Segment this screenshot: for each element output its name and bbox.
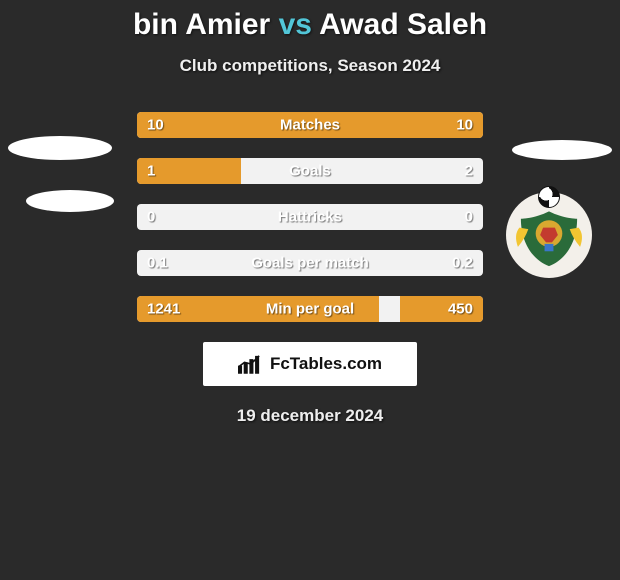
stat-label: Goals per match <box>251 255 369 272</box>
stat-value-right: 450 <box>448 301 473 318</box>
stat-value-left: 1241 <box>147 301 180 318</box>
date: 19 december 2024 <box>0 406 620 426</box>
stat-bars: Matches 10 10 Goals 1 2 Hattricks 0 0 Goals per m… <box>137 112 483 322</box>
watermark: FcTables.com <box>203 342 417 386</box>
stat-value-left: 0.1 <box>147 255 168 272</box>
player1-name: bin Amier <box>133 8 270 41</box>
club-badge <box>506 192 592 278</box>
stat-row: Min per goal 1241 450 <box>137 296 483 322</box>
stat-value-right: 10 <box>456 117 473 134</box>
vs-text: vs <box>270 8 319 41</box>
stat-label: Matches <box>280 117 340 134</box>
page-title: bin Amier vs Awad Saleh <box>0 0 620 42</box>
stat-row: Hattricks 0 0 <box>137 204 483 230</box>
stat-label: Min per goal <box>266 301 354 318</box>
player2-name: Awad Saleh <box>319 8 487 41</box>
stat-value-left: 10 <box>147 117 164 134</box>
stat-value-left: 0 <box>147 209 155 226</box>
stat-row: Goals per match 0.1 0.2 <box>137 250 483 276</box>
stat-row: Matches 10 10 <box>137 112 483 138</box>
stat-value-left: 1 <box>147 163 155 180</box>
stat-value-right: 2 <box>465 163 473 180</box>
decor-left-ellipse <box>26 190 114 212</box>
watermark-text: FcTables.com <box>270 354 382 374</box>
stat-label: Hattricks <box>278 209 342 226</box>
chart-icon <box>238 354 264 374</box>
comparison-content: Matches 10 10 Goals 1 2 Hattricks 0 0 Goals per m… <box>0 112 620 426</box>
stat-row: Goals 1 2 <box>137 158 483 184</box>
decor-right-oval <box>512 140 612 160</box>
club-crest-icon <box>512 198 586 272</box>
stat-label: Goals <box>289 163 331 180</box>
soccer-ball-icon <box>538 186 560 208</box>
stat-value-right: 0.2 <box>452 255 473 272</box>
decor-left-ellipse <box>8 136 112 160</box>
stat-value-right: 0 <box>465 209 473 226</box>
subtitle: Club competitions, Season 2024 <box>0 56 620 76</box>
